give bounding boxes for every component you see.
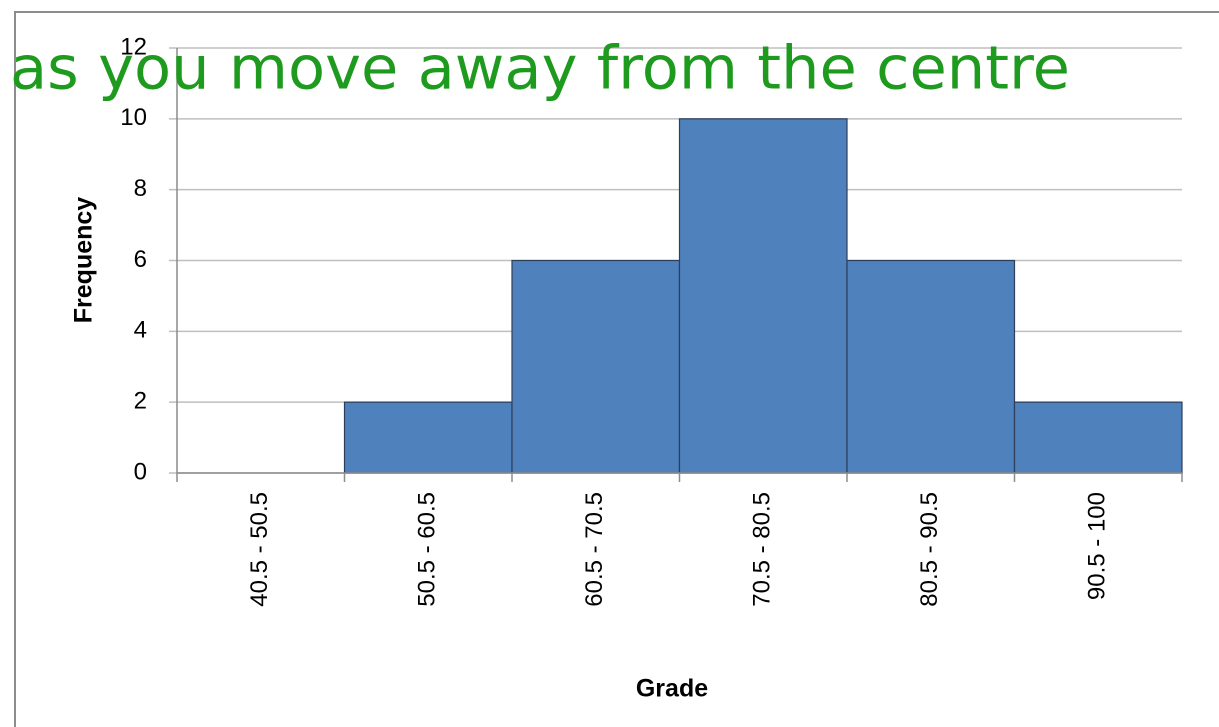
x-tick-label: 60.5 - 70.5	[581, 492, 608, 607]
chart-frame	[14, 11, 1219, 727]
x-tick-label: 80.5 - 90.5	[916, 492, 943, 607]
x-tick-label: 40.5 - 50.5	[246, 492, 273, 607]
y-tick-label: 8	[134, 175, 147, 202]
bar	[678, 118, 848, 474]
y-axis-label: Frequency	[70, 197, 98, 324]
bar	[846, 259, 1016, 474]
bar	[511, 259, 681, 474]
y-tick-label: 2	[134, 388, 147, 415]
annotation: as you move away from the centre	[10, 34, 1070, 104]
x-tick-label: 90.5 - 100	[1084, 492, 1111, 600]
y-tick-label: 12	[120, 33, 147, 60]
y-tick-label: 10	[120, 104, 147, 131]
y-tick-label: 6	[134, 246, 147, 273]
y-tick-label: 0	[134, 458, 147, 485]
x-tick-label: 70.5 - 80.5	[749, 492, 776, 607]
x-tick-label: 50.5 - 60.5	[414, 492, 441, 607]
bar	[343, 401, 513, 474]
y-tick-label: 4	[134, 317, 147, 344]
x-axis-label: Grade	[636, 675, 708, 703]
bar	[1013, 401, 1183, 474]
